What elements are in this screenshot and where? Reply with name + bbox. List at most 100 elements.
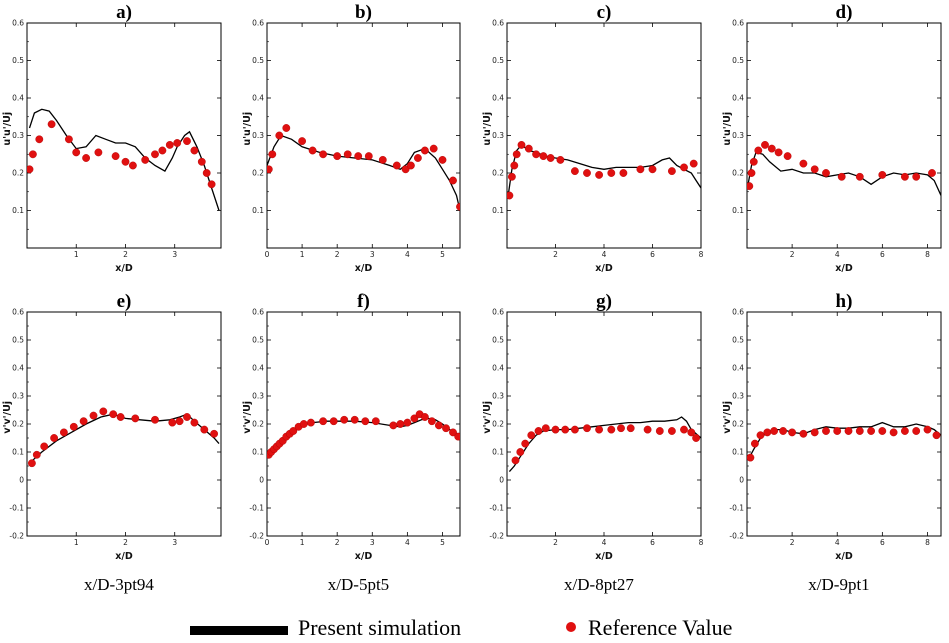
reference-point bbox=[507, 172, 516, 181]
x-axis-label: x/D bbox=[595, 551, 613, 562]
reference-point bbox=[571, 167, 579, 176]
panel-caption: x/D-8pt27 bbox=[564, 575, 634, 594]
reference-point bbox=[456, 202, 460, 211]
x-tick-label: 3 bbox=[370, 538, 375, 547]
panel-label: c) bbox=[597, 2, 612, 23]
reference-point bbox=[319, 150, 327, 159]
reference-point bbox=[65, 135, 73, 144]
reference-point bbox=[878, 427, 887, 435]
reference-point bbox=[69, 422, 78, 431]
y-axis-label: v'v'/Uj bbox=[2, 401, 13, 434]
reference-point bbox=[396, 420, 405, 428]
reference-point bbox=[72, 148, 81, 157]
reference-point bbox=[747, 182, 754, 190]
reference-point bbox=[595, 425, 603, 434]
x-tick-label: 5 bbox=[440, 538, 445, 547]
reference-point bbox=[94, 148, 103, 157]
legend-line-swatch bbox=[190, 626, 288, 635]
y-tick-label: 0.4 bbox=[252, 94, 264, 103]
chart-panel-5: -0.2 -0.1 0 0.1 0.2 0.3 0.4 0.5 0.6 1 2 3 x/D v'v'/Uj… bbox=[2, 291, 222, 594]
y-tick-label: 0.4 bbox=[12, 364, 24, 373]
x-tick-label: 0 bbox=[265, 538, 270, 547]
reference-point bbox=[420, 413, 429, 421]
reference-point bbox=[692, 434, 700, 442]
reference-point bbox=[524, 144, 533, 153]
y-tick-label: 0.1 bbox=[492, 206, 504, 215]
panel-label: e) bbox=[117, 291, 132, 312]
reference-point bbox=[50, 434, 58, 442]
reference-point bbox=[27, 165, 34, 174]
y-tick-label: 0.2 bbox=[252, 169, 264, 178]
x-tick-label: 2 bbox=[335, 250, 340, 259]
reference-point bbox=[275, 131, 284, 140]
x-tick-label: 6 bbox=[650, 538, 655, 547]
reference-point bbox=[392, 161, 401, 170]
reference-point bbox=[507, 191, 514, 200]
y-tick-label: 0.1 bbox=[252, 448, 264, 457]
x-tick-label: 2 bbox=[553, 538, 558, 547]
y-tick-label: 0.2 bbox=[492, 169, 504, 178]
chart-panel-1: 0.1 0.2 0.3 0.4 0.5 0.6 1 2 3 x/D u'u'/Uj a) bbox=[2, 2, 222, 274]
reference-point bbox=[643, 425, 652, 434]
reference-point bbox=[420, 146, 429, 155]
reference-point bbox=[901, 172, 909, 181]
panel-caption: x/D-9pt1 bbox=[808, 575, 869, 594]
y-tick-label: 0.3 bbox=[492, 392, 504, 401]
x-tick-label: 4 bbox=[602, 250, 607, 259]
y-tick-label: 0.5 bbox=[12, 56, 24, 65]
reference-point bbox=[680, 425, 688, 434]
reference-point bbox=[141, 155, 150, 164]
reference-point bbox=[810, 165, 819, 174]
y-tick-label: 0.6 bbox=[732, 19, 744, 28]
x-tick-label: 1 bbox=[300, 250, 305, 259]
x-tick-label: 4 bbox=[835, 250, 840, 259]
reference-point bbox=[354, 152, 363, 161]
reference-point bbox=[410, 414, 419, 423]
reference-point bbox=[747, 453, 755, 462]
reference-point bbox=[822, 169, 830, 177]
x-tick-label: 2 bbox=[123, 250, 128, 259]
reference-point bbox=[128, 161, 137, 170]
reference-point bbox=[539, 152, 548, 161]
plot-frame bbox=[506, 22, 702, 249]
chart-panel-2: 0.1 0.2 0.3 0.4 0.5 0.6 0 1 2 3 4 5 x/D u'u'/Uj b) bbox=[242, 2, 461, 274]
reference-point bbox=[779, 427, 787, 435]
plot-frame bbox=[746, 22, 942, 249]
y-tick-label: 0.3 bbox=[252, 392, 264, 401]
reference-point bbox=[131, 414, 140, 423]
reference-point bbox=[932, 431, 941, 440]
reference-point bbox=[867, 427, 875, 435]
chart-panel-8: -0.2 -0.1 0 0.1 0.2 0.3 0.4 0.5 0.6 2 4 6 8 x/D v'v'/U… bbox=[722, 291, 942, 594]
y-tick-label: 0.2 bbox=[12, 420, 24, 429]
reference-point bbox=[89, 411, 98, 420]
y-tick-label: 0.3 bbox=[12, 131, 24, 140]
y-axis-label: u'u'/Uj bbox=[722, 112, 733, 146]
reference-point bbox=[788, 428, 796, 437]
panel-label: f) bbox=[357, 291, 370, 312]
y-tick-label: 0.2 bbox=[252, 420, 264, 429]
reference-point bbox=[619, 169, 628, 177]
reference-point bbox=[429, 144, 438, 153]
panel-caption: x/D-5pt5 bbox=[328, 575, 389, 594]
reference-point bbox=[527, 431, 536, 440]
y-tick-label: -0.1 bbox=[249, 504, 264, 513]
reference-point bbox=[151, 150, 159, 159]
reference-point bbox=[551, 425, 560, 434]
legend-line-label: Present simulation bbox=[298, 615, 461, 640]
x-tick-label: 8 bbox=[699, 250, 704, 259]
y-tick-label: 0.3 bbox=[492, 131, 504, 140]
x-tick-label: 5 bbox=[440, 250, 445, 259]
reference-point bbox=[32, 450, 41, 459]
y-tick-label: 0.4 bbox=[12, 94, 24, 103]
y-tick-label: 0.3 bbox=[12, 392, 24, 401]
reference-point bbox=[47, 120, 56, 129]
y-tick-label: 0 bbox=[259, 476, 264, 485]
reference-point bbox=[183, 137, 191, 146]
chart-panel-6: -0.2 -0.1 0 0.1 0.2 0.3 0.4 0.5 0.6 0 1 2 3 4 5 x/D v'v'… bbox=[242, 291, 461, 594]
reference-point bbox=[617, 424, 625, 433]
reference-point bbox=[889, 428, 898, 437]
reference-point bbox=[783, 152, 792, 161]
y-tick-label: 0.6 bbox=[252, 308, 264, 317]
reference-point bbox=[99, 407, 108, 416]
